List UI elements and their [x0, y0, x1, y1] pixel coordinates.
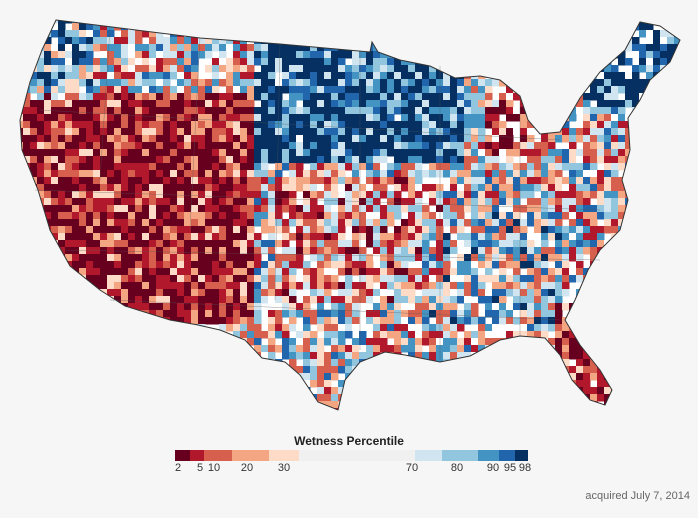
legend-swatch: [478, 450, 499, 461]
legend-swatch: [175, 450, 190, 461]
legend-tick-label: 80: [450, 462, 464, 474]
legend-swatch: [442, 450, 478, 461]
legend-swatch: [415, 450, 442, 461]
legend-tick-label: 5: [196, 462, 204, 474]
legend-color-scale: [175, 450, 528, 461]
legend-tick-label: 70: [405, 462, 419, 474]
legend-title: Wetness Percentile: [294, 434, 404, 448]
legend-swatch: [299, 450, 415, 461]
legend-swatch: [232, 450, 269, 461]
legend-tick-label: 30: [277, 462, 291, 474]
legend-tick-label: 20: [240, 462, 254, 474]
legend-tick-label: 10: [207, 462, 221, 474]
legend-swatch: [499, 450, 515, 461]
legend-tick-label: 98: [518, 462, 532, 474]
acquisition-date: acquired July 7, 2014: [585, 490, 690, 502]
legend-tick-label: 90: [486, 462, 500, 474]
legend-swatch: [269, 450, 299, 461]
legend-swatch: [204, 450, 232, 461]
legend-tick-label: 95: [503, 462, 517, 474]
legend-swatch: [190, 450, 204, 461]
legend-swatch: [515, 450, 528, 461]
legend-tick-label: 2: [174, 462, 182, 474]
